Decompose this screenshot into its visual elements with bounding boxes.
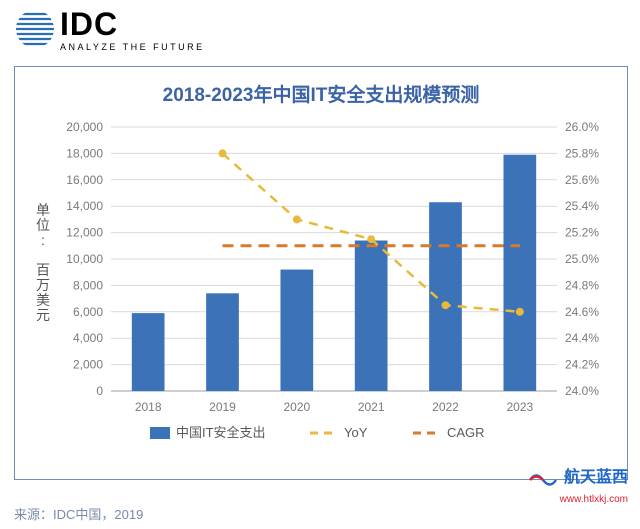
svg-text:16,000: 16,000: [66, 173, 103, 187]
svg-text:25.4%: 25.4%: [565, 199, 599, 213]
svg-text:2019: 2019: [209, 400, 236, 414]
brand-tagline: ANALYZE THE FUTURE: [60, 42, 205, 52]
svg-text:12,000: 12,000: [66, 226, 103, 240]
svg-text:2023: 2023: [506, 400, 533, 414]
svg-text:25.2%: 25.2%: [565, 226, 599, 240]
watermark-url: www.htlxkj.com: [560, 494, 628, 505]
svg-text:14,000: 14,000: [66, 199, 103, 213]
chart-canvas: 2018-2023年中国IT安全支出规模预测 0 2,000 4,000 6,000 8,…: [15, 67, 627, 479]
svg-text:25.0%: 25.0%: [565, 252, 599, 266]
svg-text:2018-2023年中国IT安全支出规模预测: 2018-2023年中国IT安全支出规模预测: [163, 83, 480, 106]
svg-text:位: 位: [36, 217, 50, 233]
svg-text:百: 百: [36, 262, 50, 278]
svg-text:0: 0: [96, 384, 103, 398]
source-text: 来源：IDC中国，2019: [14, 504, 143, 523]
chart-frame: 2018-2023年中国IT安全支出规模预测 0 2,000 4,000 6,000 8,…: [14, 66, 628, 480]
svg-text:中国IT安全支出: 中国IT安全支出: [176, 425, 266, 440]
svg-text:万: 万: [36, 277, 50, 293]
brand-text: IDC ANALYZE THE FUTURE: [60, 8, 205, 52]
brand-block: IDC ANALYZE THE FUTURE: [14, 8, 205, 52]
watermark-icon: [526, 467, 560, 489]
watermark-cn: 航天蓝西: [564, 469, 628, 486]
svg-text:20,000: 20,000: [66, 120, 103, 134]
svg-text:26.0%: 26.0%: [565, 120, 599, 134]
svg-text:18,000: 18,000: [66, 146, 103, 160]
brand-name: IDC: [60, 8, 205, 40]
svg-text:25.6%: 25.6%: [565, 173, 599, 187]
svg-text:4,000: 4,000: [73, 331, 103, 345]
svg-text:10,000: 10,000: [66, 252, 103, 266]
svg-text:2020: 2020: [283, 400, 310, 414]
svg-text:24.4%: 24.4%: [565, 331, 599, 345]
svg-text:8,000: 8,000: [73, 278, 103, 292]
page: IDC ANALYZE THE FUTURE 2018-2023年中国IT安全支…: [0, 0, 640, 529]
svg-text:单: 单: [36, 202, 50, 218]
svg-text:美: 美: [36, 292, 50, 308]
svg-text:CAGR: CAGR: [447, 425, 485, 440]
svg-text:6,000: 6,000: [73, 305, 103, 319]
svg-text:24.8%: 24.8%: [565, 278, 599, 292]
svg-text:2,000: 2,000: [73, 358, 103, 372]
svg-text:2022: 2022: [432, 400, 459, 414]
svg-text:24.6%: 24.6%: [565, 305, 599, 319]
svg-text:24.2%: 24.2%: [565, 358, 599, 372]
idc-globe-icon: [14, 8, 56, 50]
svg-text:2018: 2018: [135, 400, 162, 414]
svg-text:25.8%: 25.8%: [565, 146, 599, 160]
svg-text:24.0%: 24.0%: [565, 384, 599, 398]
svg-text:元: 元: [36, 307, 50, 323]
watermark: 航天蓝西 www.htlxkj.com: [526, 463, 628, 507]
svg-text::: :: [41, 232, 45, 248]
svg-text:YoY: YoY: [344, 425, 368, 440]
svg-text:2021: 2021: [358, 400, 385, 414]
